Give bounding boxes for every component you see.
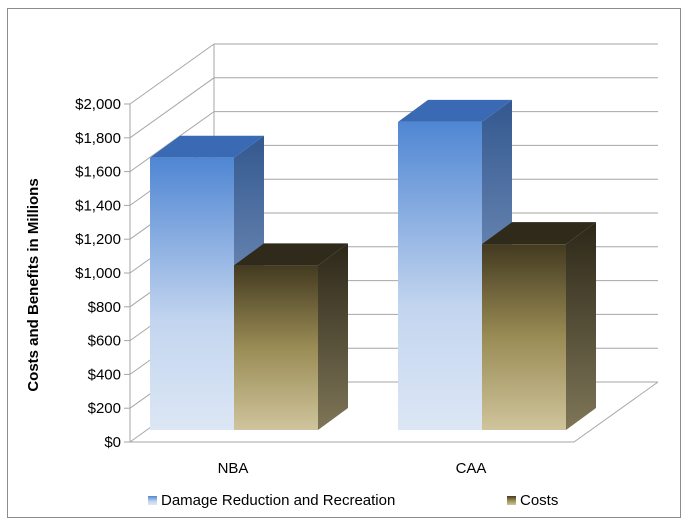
legend-label-costs: Costs xyxy=(520,492,558,509)
bar-side xyxy=(566,222,596,430)
y-tick-label-0: $0 xyxy=(104,434,121,451)
bar-front xyxy=(482,244,566,430)
x-tick-labels: NBA CAA xyxy=(218,460,487,477)
legend-swatch-costs xyxy=(507,496,516,505)
bar-front xyxy=(150,157,234,431)
legend-label-benefits: Damage Reduction and Recreation xyxy=(161,492,395,509)
bar-top xyxy=(398,99,512,122)
bar-nba-costs xyxy=(234,243,348,430)
axes xyxy=(124,44,659,443)
y-tick-label-8: $1,600 xyxy=(75,164,121,181)
x-tick-label-nba: NBA xyxy=(218,460,249,477)
y-tick-label-6: $1,200 xyxy=(75,231,121,248)
bar-top xyxy=(234,243,348,266)
bar-caa-costs xyxy=(482,222,596,430)
gridline-depth-8 xyxy=(129,111,215,173)
gridline-depth-9 xyxy=(129,77,215,139)
legend-swatch-benefits xyxy=(148,496,157,505)
floor-right-edge xyxy=(573,381,659,443)
chart-frame: $0 $200 $400 $600 $800 $1,000 $1,200 $1,400 $1,6… xyxy=(7,8,681,518)
y-tick-label-7: $1,400 xyxy=(75,197,121,214)
bar-side xyxy=(318,243,348,430)
y-tick-label-4: $800 xyxy=(88,299,121,316)
y-axis-label: Costs and Benefits in Millions xyxy=(25,178,42,391)
legend: Damage Reduction and Recreation Costs xyxy=(148,492,558,509)
bar-front xyxy=(398,121,482,431)
y-tick-label-10: $2,000 xyxy=(75,96,121,113)
bars xyxy=(150,99,596,431)
gridline-depth-10 xyxy=(129,43,215,105)
y-tick-label-1: $200 xyxy=(88,400,121,417)
bar-top xyxy=(150,135,264,158)
x-tick-label-caa: CAA xyxy=(456,460,487,477)
y-tick-label-9: $1,800 xyxy=(75,130,121,147)
y-tick-label-2: $400 xyxy=(88,366,121,383)
y-tick-label-5: $1,000 xyxy=(75,265,121,282)
bar-front xyxy=(234,265,318,430)
y-tick-labels: $0 $200 $400 $600 $800 $1,000 $1,200 $1,400 $1,6… xyxy=(75,96,121,451)
y-tick-label-3: $600 xyxy=(88,333,121,350)
bar-chart: $0 $200 $400 $600 $800 $1,000 $1,200 $1,400 $1,6… xyxy=(25,43,659,509)
bar-top xyxy=(482,222,596,245)
